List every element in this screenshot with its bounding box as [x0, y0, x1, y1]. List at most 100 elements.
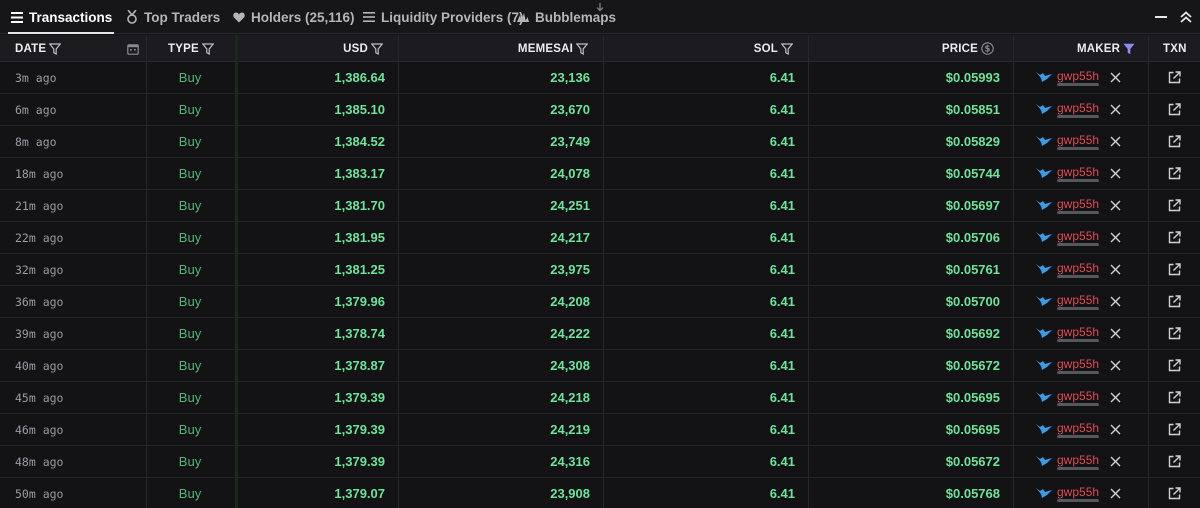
row-maker[interactable]: gwp55h — [1036, 414, 1106, 445]
table-row[interactable]: 48m ago Buy 1,379.39 24,316 6.41 $0.05672 gwp5… — [0, 446, 1200, 478]
maker-address[interactable]: gwp55h — [1057, 197, 1100, 211]
row-maker[interactable]: gwp55h — [1036, 94, 1106, 125]
table-row[interactable]: 50m ago Buy 1,379.07 23,908 6.41 $0.05768 gwp5… — [0, 478, 1200, 508]
tab-holders[interactable]: Holders (25,116) — [232, 0, 355, 34]
tab-label: Liquidity Providers (7) — [381, 9, 524, 25]
row-maker[interactable]: gwp55h — [1036, 126, 1106, 157]
row-maker[interactable]: gwp55h — [1036, 382, 1106, 413]
maker-address[interactable]: gwp55h — [1057, 165, 1100, 179]
whale-icon — [1036, 71, 1053, 83]
maker-address[interactable]: gwp55h — [1057, 101, 1100, 115]
row-maker[interactable]: gwp55h — [1036, 350, 1106, 381]
row-maker[interactable]: gwp55h — [1036, 190, 1106, 221]
column-header-type: TYPE — [168, 35, 214, 62]
table-row[interactable]: 32m ago Buy 1,381.25 23,975 6.41 $0.05761 gwp5… — [0, 254, 1200, 286]
table-row[interactable]: 45m ago Buy 1,379.39 24,218 6.41 $0.05695 gwp5… — [0, 382, 1200, 414]
row-price: $0.05697 — [945, 198, 1000, 213]
external-link-icon[interactable] — [1166, 478, 1182, 508]
remove-filter-icon[interactable] — [1108, 62, 1122, 93]
maker-address[interactable]: gwp55h — [1057, 261, 1100, 275]
row-maker[interactable]: gwp55h — [1036, 158, 1106, 189]
collapse-up-icon[interactable] — [1178, 9, 1194, 25]
maker-address[interactable]: gwp55h — [1057, 453, 1100, 467]
maker-address[interactable]: gwp55h — [1057, 325, 1100, 339]
row-maker[interactable]: gwp55h — [1036, 478, 1106, 508]
table-row[interactable]: 39m ago Buy 1,378.74 24,222 6.41 $0.05692 gwp5… — [0, 318, 1200, 350]
table-row[interactable]: 3m ago Buy 1,386.64 23,136 6.41 $0.05993 gwp55… — [0, 62, 1200, 94]
external-link-icon[interactable] — [1166, 94, 1182, 125]
remove-filter-icon[interactable] — [1108, 382, 1122, 413]
row-maker[interactable]: gwp55h — [1036, 446, 1106, 477]
maker-address[interactable]: gwp55h — [1057, 389, 1100, 403]
row-maker[interactable]: gwp55h — [1036, 286, 1106, 317]
filter-icon[interactable] — [49, 42, 62, 55]
maker-address[interactable]: gwp55h — [1057, 421, 1100, 435]
row-maker[interactable]: gwp55h — [1036, 254, 1106, 285]
row-maker[interactable]: gwp55h — [1036, 318, 1106, 349]
remove-filter-icon[interactable] — [1108, 126, 1122, 157]
maker-balance-bar — [1057, 435, 1099, 438]
tab-bubblemaps[interactable]: Bubblemaps — [516, 0, 616, 34]
row-maker[interactable]: gwp55h — [1036, 222, 1106, 253]
filter-active-icon[interactable] — [1123, 43, 1135, 55]
external-link-icon[interactable] — [1166, 158, 1182, 189]
row-usd: 1,381.25 — [334, 262, 385, 277]
external-link-icon[interactable] — [1166, 286, 1182, 317]
remove-filter-icon[interactable] — [1108, 222, 1122, 253]
remove-filter-icon[interactable] — [1108, 318, 1122, 349]
currency-toggle-icon[interactable]: $ — [981, 42, 994, 55]
row-maker[interactable]: gwp55h — [1036, 62, 1106, 93]
maker-address[interactable]: gwp55h — [1057, 133, 1100, 147]
maker-address[interactable]: gwp55h — [1057, 229, 1100, 243]
table-row[interactable]: 40m ago Buy 1,378.87 24,308 6.41 $0.05672 gwp5… — [0, 350, 1200, 382]
external-link-icon[interactable] — [1166, 446, 1182, 477]
table-row[interactable]: 8m ago Buy 1,384.52 23,749 6.41 $0.05829 gwp55… — [0, 126, 1200, 158]
external-link-icon[interactable] — [1166, 318, 1182, 349]
tab-top-traders[interactable]: Top Traders — [125, 0, 220, 34]
external-link-icon[interactable] — [1166, 254, 1182, 285]
external-link-icon[interactable] — [1166, 382, 1182, 413]
remove-filter-icon[interactable] — [1108, 478, 1122, 508]
remove-filter-icon[interactable] — [1108, 350, 1122, 381]
remove-filter-icon[interactable] — [1108, 414, 1122, 445]
tab-liquidity-providers[interactable]: Liquidity Providers (7) — [362, 0, 524, 34]
maker-address[interactable]: gwp55h — [1057, 485, 1100, 499]
whale-icon — [1036, 263, 1053, 275]
table-row[interactable]: 21m ago Buy 1,381.70 24,251 6.41 $0.05697 gwp5… — [0, 190, 1200, 222]
external-link-icon[interactable] — [1166, 222, 1182, 253]
external-link-icon[interactable] — [1166, 62, 1182, 93]
filter-icon[interactable] — [781, 42, 793, 55]
remove-filter-icon[interactable] — [1108, 190, 1122, 221]
drag-handle-icon[interactable] — [594, 0, 606, 12]
maker-address[interactable]: gwp55h — [1057, 357, 1100, 371]
row-type: Buy — [178, 102, 202, 117]
minimize-icon[interactable] — [1153, 9, 1169, 25]
column-header-date: DATE — [15, 35, 62, 62]
row-token-amount: 24,222 — [550, 326, 590, 341]
filter-icon[interactable] — [201, 42, 214, 55]
calendar-icon[interactable] — [127, 35, 139, 62]
table-row[interactable]: 36m ago Buy 1,379.96 24,208 6.41 $0.05700 gwp5… — [0, 286, 1200, 318]
remove-filter-icon[interactable] — [1108, 286, 1122, 317]
external-link-icon[interactable] — [1166, 414, 1182, 445]
remove-filter-icon[interactable] — [1108, 446, 1122, 477]
filter-icon[interactable] — [371, 42, 383, 55]
table-row[interactable]: 18m ago Buy 1,383.17 24,078 6.41 $0.05744 gwp5… — [0, 158, 1200, 190]
table-row[interactable]: 6m ago Buy 1,385.10 23,670 6.41 $0.05851 gwp55… — [0, 94, 1200, 126]
table-row[interactable]: 22m ago Buy 1,381.95 24,217 6.41 $0.05706 gwp5… — [0, 222, 1200, 254]
row-token-amount: 24,219 — [550, 422, 590, 437]
row-price: $0.05829 — [945, 134, 1000, 149]
tab-transactions[interactable]: Transactions — [7, 0, 115, 34]
remove-filter-icon[interactable] — [1108, 254, 1122, 285]
table-row[interactable]: 46m ago Buy 1,379.39 24,219 6.41 $0.05695 gwp5… — [0, 414, 1200, 446]
external-link-icon[interactable] — [1166, 350, 1182, 381]
external-link-icon[interactable] — [1166, 190, 1182, 221]
filter-icon[interactable] — [576, 42, 588, 55]
maker-address[interactable]: gwp55h — [1057, 69, 1100, 83]
maker-balance-bar — [1057, 115, 1099, 118]
remove-filter-icon[interactable] — [1108, 158, 1122, 189]
external-link-icon[interactable] — [1166, 126, 1182, 157]
remove-filter-icon[interactable] — [1108, 94, 1122, 125]
maker-address[interactable]: gwp55h — [1057, 293, 1100, 307]
row-sol: 6.41 — [769, 70, 795, 85]
